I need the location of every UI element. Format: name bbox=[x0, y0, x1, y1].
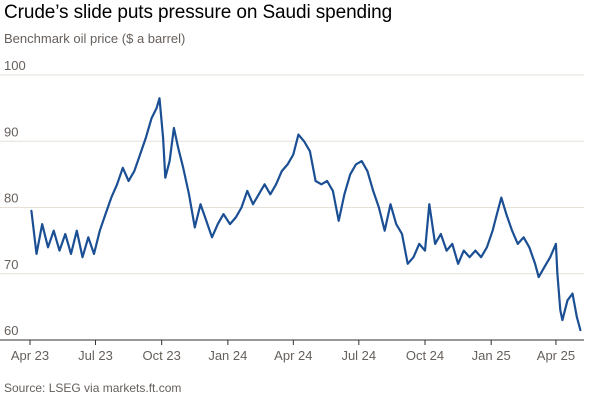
x-tick-label-oct-24: Oct 24 bbox=[406, 348, 444, 363]
y-tick-label-100: 100 bbox=[4, 58, 26, 73]
x-tick-label-apr-23: Apr 23 bbox=[11, 348, 49, 363]
x-tick-label-apr-24: Apr 24 bbox=[274, 348, 312, 363]
y-axis-tick-labels: 100 90 80 70 60 bbox=[4, 58, 26, 338]
chart-subtitle: Benchmark oil price ($ a barrel) bbox=[4, 31, 186, 46]
series-line-0 bbox=[30, 97, 582, 332]
gridlines bbox=[0, 74, 584, 341]
x-tick-label-jul-23: Jul 23 bbox=[78, 348, 113, 363]
chart-title: Crude’s slide puts pressure on Saudi spe… bbox=[4, 2, 393, 23]
x-axis-ticks: Apr 23 Jul 23 Oct 23 Jan 24 Apr 24 Jul 24 Oct … bbox=[11, 340, 575, 363]
x-tick-label-jan-24: Jan 24 bbox=[208, 348, 247, 363]
y-tick-label-70: 70 bbox=[4, 257, 18, 272]
y-tick-label-80: 80 bbox=[4, 191, 18, 206]
y-tick-label-90: 90 bbox=[4, 124, 18, 139]
x-tick-label-apr-25: Apr 25 bbox=[537, 348, 575, 363]
y-tick-label-60: 60 bbox=[4, 323, 18, 338]
source-note: Source: LSEG via markets.ft.com bbox=[4, 381, 182, 395]
x-tick-label-jul-24: Jul 24 bbox=[341, 348, 376, 363]
series-layer bbox=[30, 97, 582, 332]
x-tick-label-oct-23: Oct 23 bbox=[143, 348, 181, 363]
x-tick-label-jan-25: Jan 25 bbox=[472, 348, 511, 363]
